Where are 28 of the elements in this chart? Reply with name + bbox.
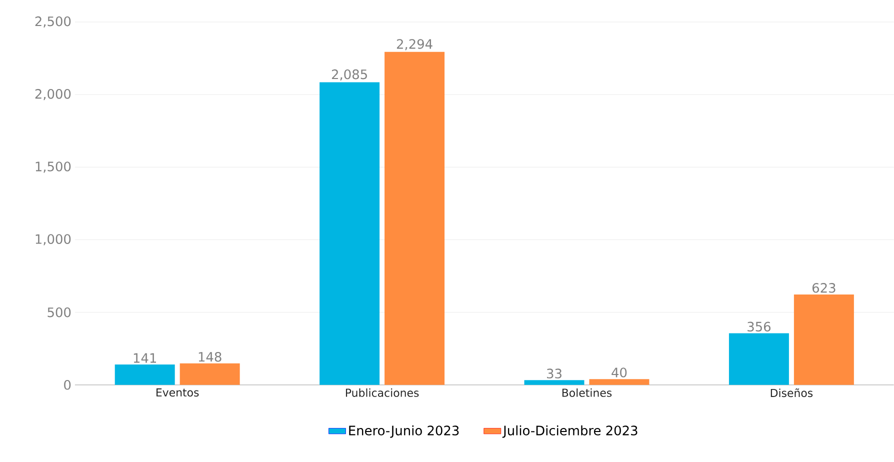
x-tick-label: Eventos <box>156 388 199 397</box>
x-tick-label: Diseños <box>770 388 813 398</box>
bar <box>384 52 445 385</box>
data-label: 2,085 <box>332 69 367 81</box>
x-tick-label: Publicaciones <box>346 388 419 397</box>
y-tick-label: 1,000 <box>36 234 71 246</box>
bar <box>180 363 240 385</box>
y-tick-label: 2,000 <box>35 89 71 100</box>
y-tick-label: 0 <box>64 380 71 390</box>
x-tick-label: Boletines <box>562 388 612 397</box>
data-label: 148 <box>198 352 222 362</box>
data-label: 40 <box>612 368 627 378</box>
bar <box>320 82 380 385</box>
legend-label: Enero-Junio 2023 <box>349 425 459 438</box>
bar <box>589 379 650 385</box>
bar <box>524 380 584 385</box>
data-label: 623 <box>812 283 836 293</box>
bar <box>728 333 789 385</box>
y-tick-label: 2,500 <box>35 16 71 28</box>
legend-label: Julio-Diciembre 2023 <box>502 425 638 438</box>
data-label: 33 <box>547 368 562 378</box>
data-label: 356 <box>748 322 770 332</box>
y-tick-label: 1,500 <box>36 162 71 173</box>
data-label: 2,294 <box>396 39 432 50</box>
data-label: 141 <box>134 353 156 363</box>
bar <box>114 364 175 385</box>
bar <box>794 294 854 385</box>
y-tick-label: 500 <box>48 307 71 318</box>
